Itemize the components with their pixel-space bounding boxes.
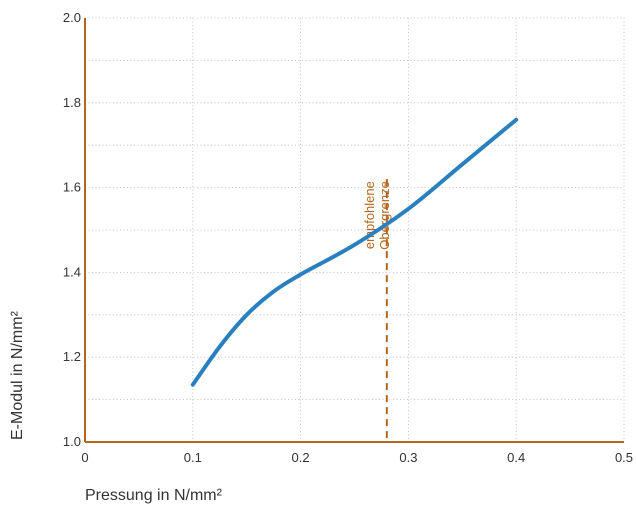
series bbox=[190, 117, 519, 387]
axes bbox=[84, 18, 624, 443]
y-tick-label: 1.0 bbox=[63, 434, 81, 449]
x-axis-title: Pressung in N/mm² bbox=[85, 487, 223, 504]
grid bbox=[85, 17, 625, 442]
x-tick-label: 0.3 bbox=[399, 450, 417, 465]
x-tick-label: 0.5 bbox=[615, 450, 633, 465]
y-tick-label: 1.2 bbox=[63, 349, 81, 364]
series-line bbox=[190, 117, 519, 387]
x-tick-label: 0 bbox=[81, 450, 88, 465]
y-tick-label: 1.4 bbox=[63, 264, 81, 279]
x-tick-label: 0.4 bbox=[507, 450, 525, 465]
y-tick-label: 1.6 bbox=[63, 180, 81, 195]
y-axis-title: E-Modul in N/mm² bbox=[9, 310, 26, 440]
recommended-limit-label: Obergrenze bbox=[377, 181, 392, 250]
y-tick-label: 2.0 bbox=[63, 10, 81, 25]
x-tick-label: 0.1 bbox=[184, 450, 202, 465]
y-tick-label: 1.8 bbox=[63, 95, 81, 110]
tick-labels: 1.0 1.2 1.4 1.6 1.8 2.0 0 0.1 0.2 0.3 0.4 0.5 bbox=[63, 10, 633, 465]
x-tick-label: 0.2 bbox=[292, 450, 310, 465]
annotations: empfohlene Obergrenze bbox=[362, 179, 392, 442]
